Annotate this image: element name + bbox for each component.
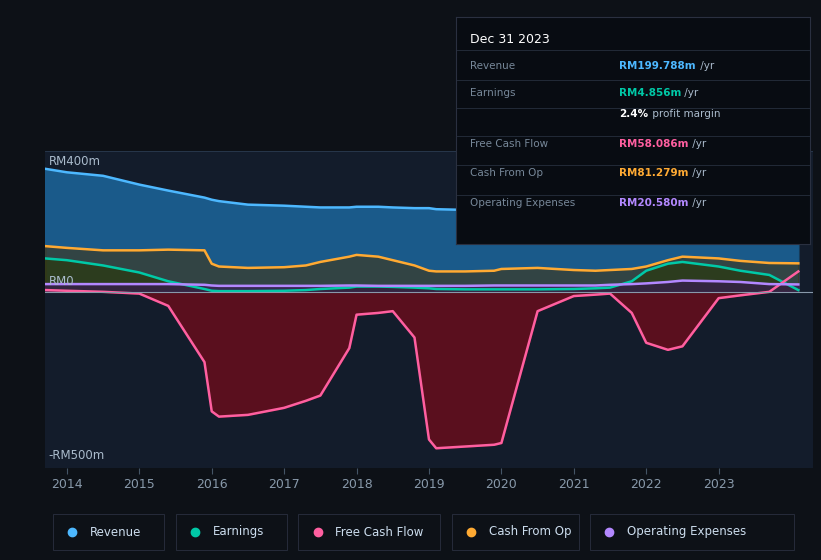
Text: Cash From Op: Cash From Op [488, 525, 571, 539]
Text: RM20.580m: RM20.580m [619, 198, 688, 208]
Text: 2.4%: 2.4% [619, 109, 648, 119]
Text: RM58.086m: RM58.086m [619, 139, 688, 149]
Text: /yr: /yr [681, 88, 699, 98]
Text: -RM500m: -RM500m [48, 449, 105, 463]
Text: RM4.856m: RM4.856m [619, 88, 681, 98]
Text: RM199.788m: RM199.788m [619, 60, 695, 71]
Text: Revenue: Revenue [89, 525, 141, 539]
Text: RM81.279m: RM81.279m [619, 169, 688, 178]
Text: Cash From Op: Cash From Op [470, 169, 543, 178]
Text: Operating Expenses: Operating Expenses [627, 525, 746, 539]
Text: Dec 31 2023: Dec 31 2023 [470, 32, 549, 46]
Text: /yr: /yr [697, 60, 714, 71]
Text: /yr: /yr [689, 169, 706, 178]
Text: Free Cash Flow: Free Cash Flow [470, 139, 548, 149]
Text: profit margin: profit margin [649, 109, 721, 119]
Text: RM400m: RM400m [48, 155, 101, 167]
Text: /yr: /yr [689, 198, 706, 208]
Text: RM0: RM0 [48, 276, 75, 288]
Text: Earnings: Earnings [213, 525, 264, 539]
Text: Free Cash Flow: Free Cash Flow [335, 525, 424, 539]
Text: Earnings: Earnings [470, 88, 516, 98]
Text: /yr: /yr [689, 139, 706, 149]
Text: Revenue: Revenue [470, 60, 515, 71]
Text: Operating Expenses: Operating Expenses [470, 198, 575, 208]
